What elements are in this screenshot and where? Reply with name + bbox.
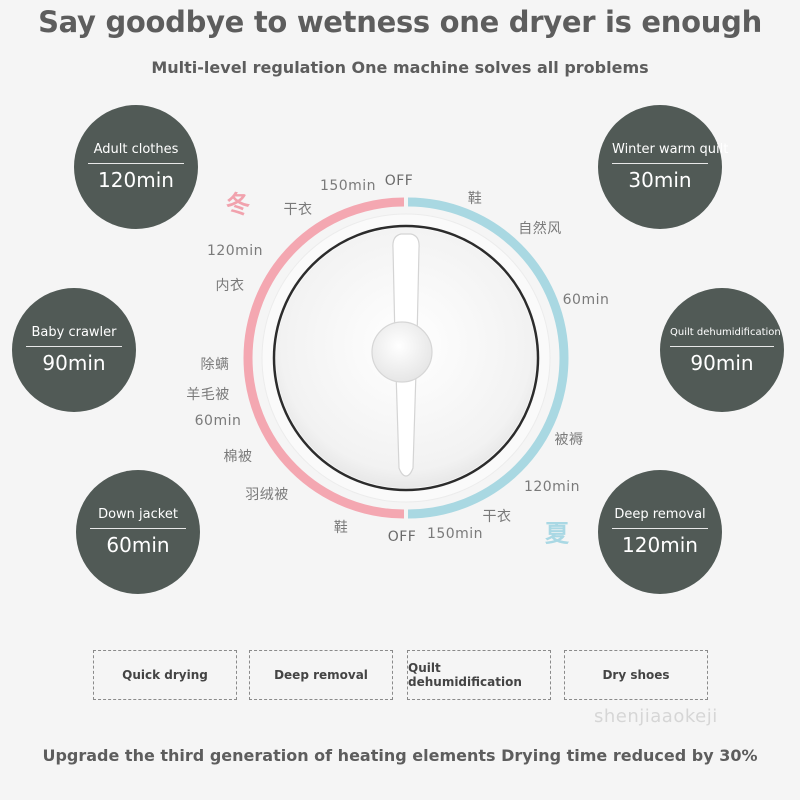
badge-time: 60min — [106, 533, 170, 557]
dial-label: 150min — [426, 526, 484, 542]
dial-off-top: OFF — [384, 173, 414, 189]
dial-label: 150min — [319, 178, 377, 194]
badge-adult-clothes: Adult clothes 120min — [74, 105, 198, 229]
dial-label: 内衣 — [215, 278, 245, 294]
feature-dry-shoes: Dry shoes — [564, 650, 708, 700]
badge-mode: Baby crawler — [26, 325, 122, 347]
dial-label: 120min — [206, 243, 264, 259]
summer-season-label: 夏 — [545, 519, 569, 548]
badge-down-jacket: Down jacket 60min — [76, 470, 200, 594]
badge-mode: Quilt dehumidification — [670, 325, 781, 347]
badge-mode: Winter warm quilt — [612, 142, 728, 164]
badge-mode: Deep removal — [612, 507, 708, 529]
winter-season-label: 冬 — [226, 190, 250, 219]
summer-arc — [407, 197, 569, 519]
knob-hub — [371, 321, 433, 383]
badge-time: 120min — [98, 168, 174, 192]
dial-label: 120min — [523, 479, 581, 495]
badge-deep-removal: Deep removal 120min — [598, 470, 722, 594]
badge-winter-warm-quilt: Winter warm quilt 30min — [598, 105, 728, 229]
dial-label: 干衣 — [283, 202, 313, 218]
knob-face — [276, 228, 536, 488]
dial-label: 被褥 — [554, 432, 584, 448]
badge-time: 120min — [622, 533, 698, 557]
dial-label: 除螨 — [200, 357, 230, 373]
badge-time: 90min — [690, 351, 754, 375]
dial-label: 60min — [562, 292, 610, 308]
badge-time: 90min — [42, 351, 106, 375]
dial-label: 自然风 — [518, 221, 562, 237]
feature-deep-removal: Deep removal — [249, 650, 393, 700]
sub-headline: Multi-level regulation One machine solve… — [151, 58, 649, 77]
dial-label: 干衣 — [482, 509, 512, 525]
dial-label: 羽绒被 — [245, 487, 289, 503]
badge-baby-crawler: Baby crawler 90min — [12, 288, 136, 412]
dial-label: 鞋 — [333, 520, 349, 536]
badge-mode: Down jacket — [90, 507, 186, 529]
badge-time: 30min — [628, 168, 692, 192]
badge-mode: Adult clothes — [88, 142, 184, 164]
footer-text: Upgrade the third generation of heating … — [42, 746, 758, 765]
knob-grip — [392, 233, 420, 477]
dial-label: 羊毛被 — [186, 387, 230, 403]
dial-off-bottom: OFF — [387, 529, 417, 545]
watermark: shenjiaaokeji — [594, 706, 718, 727]
feature-quilt-dehumidification: Quilt dehumidification — [407, 650, 551, 700]
headline: Say goodbye to wetness one dryer is enou… — [38, 5, 762, 39]
feature-quick-drying: Quick drying — [93, 650, 237, 700]
dial-label: 棉被 — [223, 449, 253, 465]
winter-arc — [243, 197, 405, 519]
badge-quilt-dehumidification: Quilt dehumidification 90min — [660, 288, 784, 412]
dial-label: 60min — [194, 413, 242, 429]
dial-label: 鞋 — [467, 191, 483, 207]
